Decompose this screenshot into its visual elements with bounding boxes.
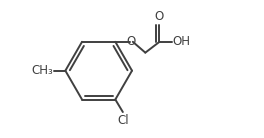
Text: OH: OH — [173, 35, 191, 48]
Text: O: O — [126, 35, 136, 48]
Text: CH₃: CH₃ — [31, 64, 53, 77]
Text: O: O — [155, 10, 164, 23]
Text: Cl: Cl — [117, 114, 129, 127]
